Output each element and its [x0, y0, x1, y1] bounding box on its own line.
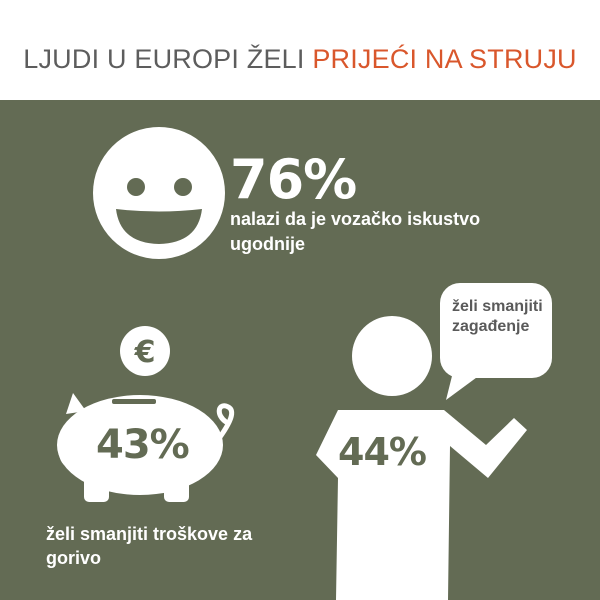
euro-coin-icon: € [120, 326, 170, 376]
header: LJUDI U EUROPI ŽELI PRIJEĆI NA STRUJU [0, 0, 600, 100]
piggy-bank-icon [57, 393, 235, 502]
speech-bubble-icon [440, 283, 552, 400]
fuel-text: želi smanjiti troškove za gorivo [46, 524, 253, 568]
smiley-face-icon [93, 127, 225, 259]
title-main: LJUDI U EUROPI ŽELI [23, 44, 313, 74]
percent-driving: 76% [230, 148, 357, 211]
percent-pollution: 44% [338, 430, 427, 474]
driving-text: nalazi da je vozačko iskustvo ugodnije [230, 209, 481, 254]
pollution-text: želi smanjiti zagađenje [452, 298, 543, 335]
coin-symbol: € [134, 335, 156, 370]
title-accent: PRIJEĆI NA STRUJU [312, 44, 577, 74]
person-icon [316, 316, 527, 600]
percent-fuel: 43% [96, 422, 190, 468]
page-title: LJUDI U EUROPI ŽELI PRIJEĆI NA STRUJU [0, 44, 600, 75]
